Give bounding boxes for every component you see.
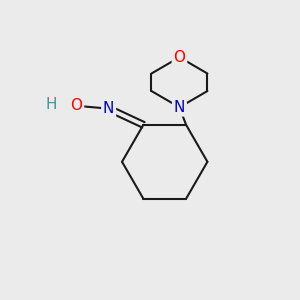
Text: O: O (70, 98, 83, 113)
Text: N: N (103, 101, 114, 116)
Text: H: H (46, 97, 57, 112)
Text: N: N (174, 100, 185, 115)
Text: O: O (173, 50, 185, 65)
